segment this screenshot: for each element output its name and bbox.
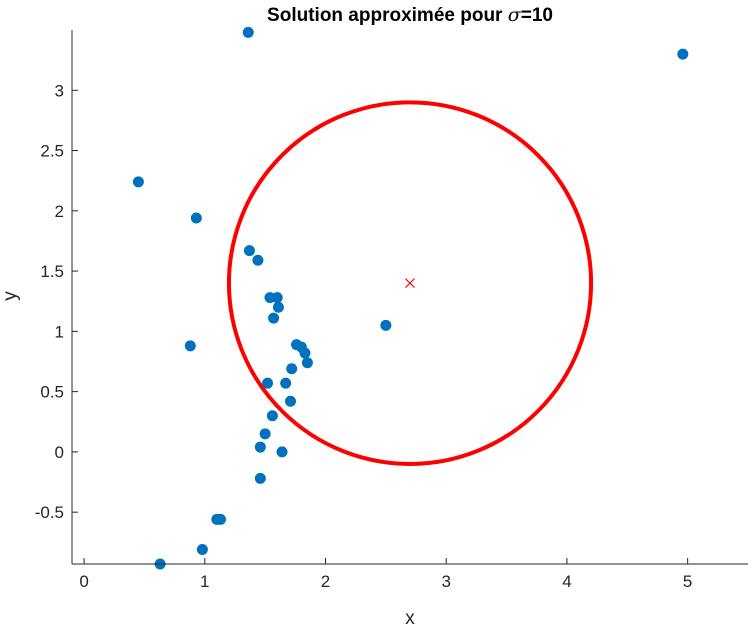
data-point-23 bbox=[254, 441, 266, 453]
x-tick-label-1: 1 bbox=[200, 572, 209, 591]
data-point-28 bbox=[196, 544, 208, 556]
y-tick-label-6: 2.5 bbox=[40, 142, 64, 161]
x-tick-label-3: 3 bbox=[441, 572, 450, 591]
data-point-16 bbox=[301, 357, 313, 369]
data-point-27 bbox=[214, 513, 226, 525]
axes: 0 1 2 3 4 5 -0.5 0 0.5 1 1.5 2 2.5 3 bbox=[35, 30, 748, 591]
x-tick-label-4: 4 bbox=[562, 572, 571, 591]
x-tick-label-5: 5 bbox=[683, 572, 692, 591]
data-point-4 bbox=[190, 212, 202, 224]
data-point-20 bbox=[284, 395, 296, 407]
data-point-11 bbox=[380, 319, 392, 331]
data-point-2 bbox=[677, 48, 689, 60]
data-point-12 bbox=[184, 340, 196, 352]
data-point-5 bbox=[243, 245, 255, 257]
data-point-9 bbox=[272, 301, 284, 313]
data-point-6 bbox=[252, 254, 264, 266]
data-point-8 bbox=[271, 292, 283, 304]
y-tick-label-1: 0 bbox=[55, 443, 64, 462]
x-axis-label: x bbox=[405, 608, 415, 628]
y-tick-label-0: -0.5 bbox=[35, 503, 64, 522]
data-point-22 bbox=[259, 428, 271, 440]
data-point-25 bbox=[254, 472, 266, 484]
center-marker-stroke-2 bbox=[405, 278, 415, 289]
data-point-19 bbox=[280, 377, 292, 389]
chart-title-symbol: σ bbox=[508, 4, 522, 26]
x-tick-label-0: 0 bbox=[79, 572, 88, 591]
circle-boundary bbox=[226, 100, 594, 466]
data-point-3 bbox=[132, 176, 144, 188]
data-point-15 bbox=[299, 347, 311, 359]
data-point-1 bbox=[242, 26, 254, 38]
chart-title: Solution approximée pour σ=10 bbox=[267, 4, 553, 26]
x-tick-label-2: 2 bbox=[321, 572, 330, 591]
data-point-24 bbox=[276, 446, 288, 458]
center-marker bbox=[405, 278, 415, 289]
data-point-21 bbox=[266, 410, 278, 422]
plot-area bbox=[132, 26, 689, 570]
data-point-10 bbox=[268, 312, 280, 324]
y-tick-label-5: 2 bbox=[55, 202, 64, 221]
data-point-17 bbox=[286, 363, 298, 375]
y-tick-label-4: 1.5 bbox=[40, 262, 64, 281]
y-axis-label: y bbox=[0, 291, 21, 301]
y-tick-label-7: 3 bbox=[55, 81, 64, 100]
chart-title-prefix: Solution approximée pour bbox=[267, 5, 508, 26]
y-tick-label-2: 0.5 bbox=[40, 383, 64, 402]
chart-title-suffix: =10 bbox=[521, 5, 553, 26]
y-tick-label-3: 1 bbox=[55, 322, 64, 341]
data-point-18 bbox=[262, 377, 274, 389]
